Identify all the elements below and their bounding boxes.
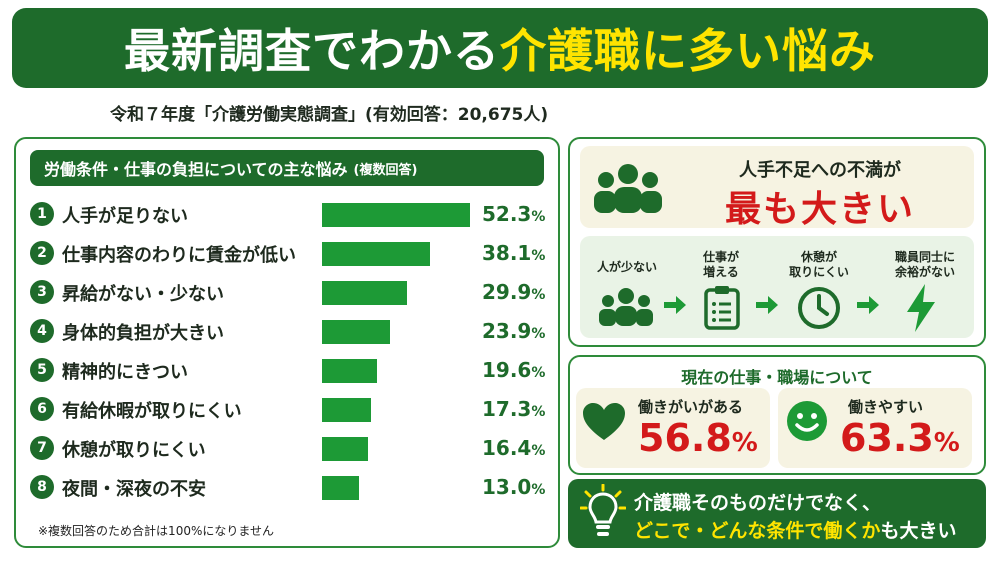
heart-icon (583, 403, 625, 440)
card-easy: 働きやすい 63.3% (778, 388, 972, 468)
rank-badge: 8 (30, 475, 54, 499)
value-unit: % (531, 287, 546, 303)
category-label: 休憩が取りにくい (62, 440, 206, 461)
lightning-icon (907, 284, 935, 332)
chart-row: 6 有給休暇が取りにくい 17.3% (30, 395, 550, 425)
value-number: 16.4 (482, 436, 532, 460)
chart-row: 4 身体的負担が大きい 23.9% (30, 317, 550, 347)
chart-row: 5 精神的にきつい 19.6% (30, 356, 550, 386)
bar (322, 359, 378, 383)
value-unit: % (531, 209, 546, 225)
value-unit: % (531, 443, 546, 459)
clock-icon (798, 287, 840, 329)
value-label: 29.9% (482, 280, 545, 304)
conclusion-rest: も大きい (880, 520, 957, 542)
value-label: 52.3% (482, 202, 545, 226)
step-label-1: 人が少ない (596, 260, 657, 274)
concerns-heading: 労働条件・仕事の負担についての主な悩み (複数回答) (30, 150, 544, 186)
value-label: 17.3% (482, 397, 545, 421)
card-easy-number: 63.3 (840, 416, 934, 460)
rank-badge: 6 (30, 397, 54, 421)
value-label: 23.9% (482, 319, 545, 343)
conclusion-line2: どこで・どんな条件で働くかも大きい (634, 516, 956, 543)
chart-row: 1 人手が足りない 52.3% (30, 200, 550, 230)
rank-badge: 1 (30, 202, 54, 226)
arrow-right-icon-3 (857, 296, 879, 314)
step-label-3: 休憩が 取りにくい (789, 250, 849, 279)
conclusion-panel (568, 479, 986, 548)
category-label: 精神的にきつい (62, 362, 188, 383)
value-label: 13.0% (482, 475, 545, 499)
value-number: 38.1 (482, 241, 532, 265)
bar (322, 281, 407, 305)
value-unit: % (531, 248, 546, 264)
bar (322, 242, 430, 266)
concerns-heading-note: (複数回答) (353, 162, 418, 178)
concerns-heading-text: 労働条件・仕事の負担についての主な悩み (44, 160, 348, 179)
value-number: 13.0 (482, 475, 532, 499)
value-unit: % (531, 482, 546, 498)
card-easy-label: 働きやすい (848, 398, 924, 416)
footnote: ※複数回答のため合計は100%になりません (38, 524, 275, 538)
rank-badge: 7 (30, 436, 54, 460)
title-yellow: 介護職に多い悩み (500, 24, 876, 78)
card-rewarding-label: 働きがいがある (638, 398, 744, 416)
rank-badge: 2 (30, 241, 54, 265)
value-number: 29.9 (482, 280, 532, 304)
shortage-line2: 最も大きい (724, 189, 915, 230)
bar (322, 437, 369, 461)
bar (322, 476, 359, 500)
title-white: 最新調査でわかる (124, 24, 500, 78)
shortage-headline-box (580, 146, 974, 228)
bar (322, 320, 390, 344)
bar (322, 398, 371, 422)
value-number: 52.3 (482, 202, 532, 226)
chart-row: 7 休憩が取りにくい 16.4% (30, 434, 550, 464)
clipboard-icon (704, 286, 740, 330)
arrow-right-icon (664, 296, 686, 314)
conclusion-highlight: どこで・どんな条件で働くか (634, 520, 881, 542)
value-unit: % (531, 404, 546, 420)
bar (322, 203, 470, 227)
chart-row: 8 夜間・深夜の不安 13.0% (30, 473, 550, 503)
rank-badge: 3 (30, 280, 54, 304)
step-label-2: 仕事が 増える (702, 250, 739, 279)
chart-row: 3 昇給がない・少ない 29.9% (30, 278, 550, 308)
rank-badge: 4 (30, 319, 54, 343)
rank-badge: 5 (30, 358, 54, 382)
value-number: 23.9 (482, 319, 532, 343)
people-group-icon (594, 164, 662, 213)
people-icon (599, 288, 653, 326)
category-label: 昇給がない・少ない (62, 284, 224, 305)
survey-subtitle: 令和７年度「介護労働実態調査」(有効回答：20,675人) (110, 105, 549, 125)
chart-row: 2 仕事内容のわりに賃金が低い 38.1% (30, 239, 550, 269)
card-rewarding: 働きがいがある 56.8% (576, 388, 770, 468)
category-label: 仕事内容のわりに賃金が低い (62, 245, 296, 266)
card-rewarding-number: 56.8 (638, 416, 732, 460)
value-label: 16.4% (482, 436, 545, 460)
shortage-line1: 人手不足への不満が (739, 160, 901, 181)
smile-icon (787, 401, 827, 441)
conclusion-line1: 介護職そのものだけでなく、 (634, 492, 882, 514)
value-unit: % (531, 365, 546, 381)
value-unit: % (531, 326, 546, 342)
lightbulb-icon (580, 484, 626, 536)
arrow-right-icon-2 (756, 296, 778, 314)
card-easy-unit: % (933, 428, 960, 458)
card-rewarding-unit: % (731, 428, 758, 458)
category-label: 有給休暇が取りにくい (62, 401, 242, 422)
value-label: 19.6% (482, 358, 545, 382)
card-rewarding-value: 56.8% (638, 416, 758, 460)
step-label-4: 職員同士に 余裕がない (894, 250, 955, 279)
value-number: 19.6 (482, 358, 532, 382)
title-banner: 最新調査でわかる 介護職に多い悩み (12, 8, 988, 88)
category-label: 人手が足りない (62, 206, 188, 227)
card-easy-value: 63.3% (840, 416, 960, 460)
category-label: 身体的負担が大きい (62, 323, 224, 344)
workplace-title: 現在の仕事・職場について (681, 368, 873, 387)
category-label: 夜間・深夜の不安 (62, 479, 206, 500)
value-number: 17.3 (482, 397, 532, 421)
value-label: 38.1% (482, 241, 545, 265)
